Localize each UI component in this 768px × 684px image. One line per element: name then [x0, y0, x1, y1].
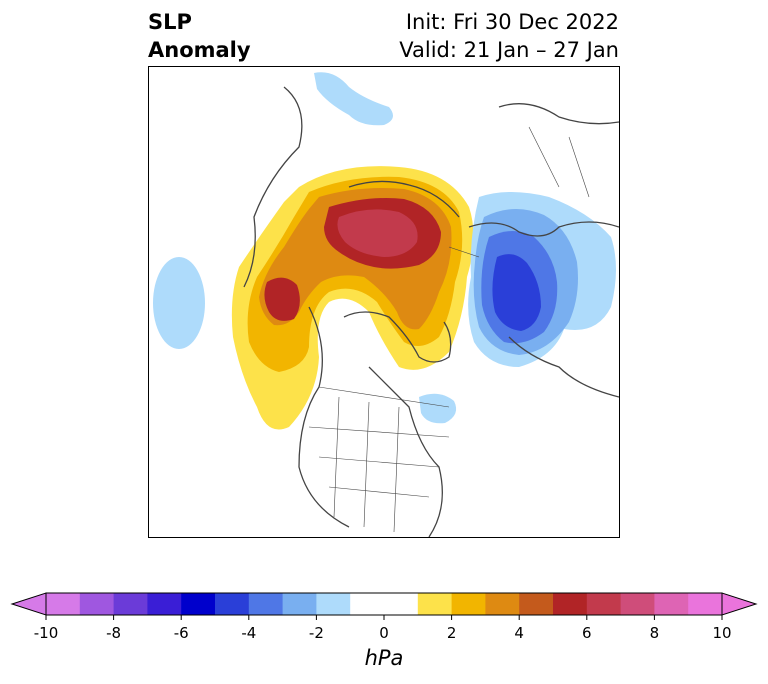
colorbar-extend-max	[721, 592, 758, 616]
colorbar-cell	[181, 593, 216, 615]
colorbar-cell	[620, 593, 655, 615]
colorbar-cell	[282, 593, 317, 615]
map-panel	[148, 66, 620, 538]
colorbar-tick-label: -6	[173, 624, 189, 642]
colorbar-tick-label: -4	[241, 624, 257, 642]
colorbar-tick-label: 10	[712, 624, 732, 642]
valid-range: Valid: 21 Jan – 27 Jan	[399, 38, 619, 62]
title-line-2: Anomaly	[148, 38, 251, 62]
colorbar-cell	[79, 593, 115, 615]
low-anomaly-north	[314, 72, 393, 126]
colorbar-tick-label: 0	[379, 624, 389, 642]
colorbar-tick-label: 2	[446, 624, 457, 642]
borders	[308, 126, 590, 533]
colorbar-cell	[147, 593, 182, 615]
colorbar-tick-label: 6	[582, 624, 592, 642]
colorbar-cell	[316, 593, 351, 615]
colorbar	[10, 592, 758, 620]
low-anomaly-europe-6hPa	[492, 254, 541, 331]
colorbar-cell	[350, 593, 385, 615]
colorbar-cell	[46, 593, 81, 615]
colorbar-cell	[384, 593, 419, 615]
title-line-1: SLP	[148, 10, 192, 34]
colorbar-tick-label: -10	[33, 624, 59, 642]
anomaly-map	[153, 72, 619, 537]
high-anomaly-8hPa	[337, 209, 418, 257]
colorbar-tick-label: 4	[514, 624, 524, 642]
colorbar-tick-label: -2	[308, 624, 324, 642]
low-anomaly-atlantic	[419, 393, 457, 424]
colorbar-cell	[113, 593, 148, 615]
colorbar-unit-label: hPa	[364, 646, 404, 670]
coastlines	[243, 86, 619, 537]
colorbar-cell	[485, 593, 520, 615]
colorbar-cell	[586, 593, 622, 615]
colorbar-cell	[553, 593, 588, 615]
colorbar-extend-min	[10, 592, 47, 616]
colorbar-tick-label: 8	[649, 624, 660, 642]
map-title: SLP Anomaly	[148, 8, 251, 64]
colorbar-cell	[451, 593, 486, 615]
init-date: Init: Fri 30 Dec 2022	[405, 10, 619, 34]
colorbar-cell	[215, 593, 250, 615]
colorbar-cell	[248, 593, 284, 615]
colorbar-cell	[654, 593, 689, 615]
colorbar-cell	[519, 593, 554, 615]
low-anomaly-west	[153, 257, 205, 349]
colorbar-cell	[688, 593, 723, 615]
colorbar-tick-label: -8	[106, 624, 122, 642]
date-info: Init: Fri 30 Dec 2022 Valid: 21 Jan – 27…	[399, 8, 619, 64]
colorbar-cell	[417, 593, 453, 615]
